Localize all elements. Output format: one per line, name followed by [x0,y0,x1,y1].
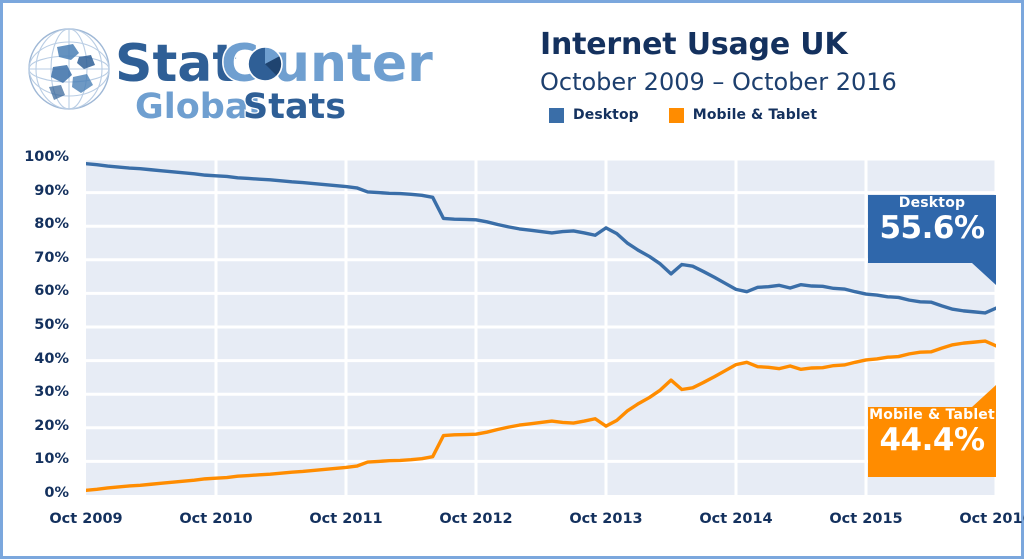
callout-desktop [868,195,996,285]
y-axis-tick-label: 30% [34,384,69,401]
globe-icon [28,28,110,110]
callout-desktop-value: 55.6% [879,210,985,246]
y-axis-tick-label: 20% [34,417,69,434]
chart-legend: Desktop Mobile & Tablet [540,107,1010,123]
logo-word-ounter: unter [273,34,433,94]
callout-mobile-tablet-text: Mobile & Tablet 44.4% [868,407,996,457]
callout-mobile-tablet [868,385,996,477]
x-axis-tick-label: Oct 2013 [569,511,643,527]
y-axis-tick-label: 10% [34,451,69,468]
y-axis-tick-label: 0% [44,485,69,501]
callout-desktop-text: Desktop 55.6% [868,195,996,245]
pie-chart-icon [247,46,283,82]
legend-item-mobile-tablet[interactable]: Mobile & Tablet [668,107,818,123]
callout-mobile-tablet-label: Mobile & Tablet [869,407,995,423]
legend-label-mobile-tablet: Mobile & Tablet [692,107,818,123]
series-line-desktop [86,162,996,315]
callout-mobile-tablet-value: 44.4% [879,422,985,458]
logo-word-stat: Stat [115,34,237,94]
logo-word-global: Global [135,87,260,121]
x-axis-tick-label: Oct 2010 [179,511,253,527]
y-axis-tick-label: 80% [34,216,69,233]
legend-swatch-mobile-tablet [668,107,684,123]
date-range-subtitle: October 2009 – October 2016 [540,68,897,96]
chart-plot-area: Desktop 55.6% Mobile & Tablet 44.4% [86,159,996,495]
series-line-mobile-tablet [86,339,996,492]
x-axis-tick-label: Oct 2011 [309,511,383,527]
statcounter-logo: Stat C unter Global Stats [25,21,505,121]
logo-wordmark: Stat C unter Global Stats [114,33,435,122]
callout-desktop-label: Desktop [898,195,966,211]
y-axis-tick-label: 100% [24,149,69,165]
x-axis-tick-label: Oct 2014 [699,511,773,527]
page-title: Internet Usage UK [540,27,848,62]
chart-header: Internet Usage UK October 2009 – October… [540,25,1010,123]
vertical-gridlines [214,159,996,495]
horizontal-gridlines [86,159,996,463]
legend-label-desktop: Desktop [573,107,639,123]
y-axis-tick-label: 90% [34,182,69,199]
legend-item-desktop[interactable]: Desktop [549,107,639,123]
x-axis-tick-label: Oct 2009 [49,511,123,527]
y-axis-tick-label: 60% [34,283,69,300]
x-axis-tick-label: Oct 2015 [829,511,903,527]
logo-word-stats: Stats [243,87,346,121]
legend-swatch-desktop [549,107,564,123]
y-axis-tick-label: 40% [34,350,69,367]
x-axis-tick-label: Oct 2016 [959,511,1024,527]
y-axis-tick-label: 70% [34,249,69,266]
x-axis-tick-label: Oct 2012 [439,511,513,527]
y-axis-tick-label: 50% [34,317,69,333]
